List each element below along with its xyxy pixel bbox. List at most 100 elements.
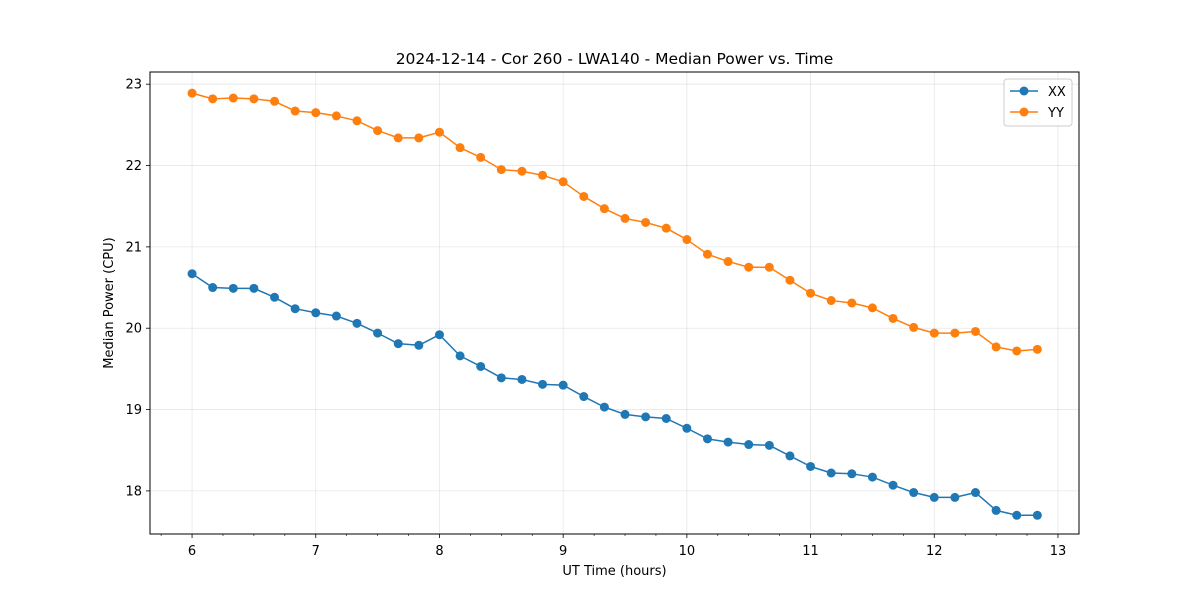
data-point-xx [785, 451, 795, 461]
data-point-xx [228, 283, 238, 293]
data-point-yy [847, 298, 857, 308]
data-point-xx [682, 423, 692, 433]
data-point-xx [455, 351, 465, 361]
data-point-xx [599, 402, 609, 412]
data-point-xx [270, 292, 280, 302]
data-point-xx [311, 308, 321, 318]
data-point-yy [476, 152, 486, 162]
data-point-yy [950, 328, 960, 338]
y-tick-label: 19 [125, 403, 142, 418]
data-point-yy [1032, 344, 1042, 354]
data-point-xx [991, 505, 1001, 515]
data-point-yy [228, 93, 238, 103]
data-point-yy [290, 106, 300, 116]
data-point-xx [373, 328, 383, 338]
data-point-yy [723, 257, 733, 267]
data-point-xx [290, 304, 300, 314]
data-point-xx [496, 373, 506, 383]
data-point-yy [311, 108, 321, 118]
data-point-xx [331, 311, 341, 321]
data-point-yy [331, 111, 341, 121]
plot-frame [149, 71, 1080, 535]
data-point-yy [806, 288, 816, 298]
data-point-yy [764, 262, 774, 272]
data-point-xx [579, 392, 589, 402]
data-point-yy [558, 177, 568, 187]
data-point-yy [373, 126, 383, 136]
data-point-xx [888, 480, 898, 490]
y-tick-label: 23 [125, 78, 142, 93]
legend-entry-yy: YY [1010, 106, 1064, 121]
data-point-yy [888, 313, 898, 323]
data-point-xx [1012, 510, 1022, 520]
data-point-xx [764, 440, 774, 450]
data-point-xx [826, 468, 836, 478]
x-tick-label: 12 [926, 544, 943, 559]
data-point-yy [187, 88, 197, 98]
data-point-xx [806, 461, 816, 471]
y-axis-label: Median Power (CPU) [102, 237, 117, 368]
data-point-yy [682, 235, 692, 245]
y-tick-label: 21 [125, 240, 142, 255]
data-point-yy [270, 96, 280, 106]
data-point-xx [558, 380, 568, 390]
data-point-xx [187, 269, 197, 279]
data-point-xx [744, 440, 754, 450]
data-point-xx [208, 283, 218, 293]
data-point-yy [929, 328, 939, 338]
data-point-yy [208, 94, 218, 104]
x-tick-label: 11 [802, 544, 819, 559]
data-point-yy [517, 166, 527, 176]
legend: XX YY [1003, 78, 1073, 127]
data-point-xx [909, 488, 919, 498]
data-point-yy [1012, 346, 1022, 356]
data-point-yy [702, 249, 712, 259]
data-point-xx [1032, 510, 1042, 520]
data-point-xx [847, 469, 857, 479]
data-point-yy [991, 342, 1001, 352]
data-point-xx [517, 374, 527, 384]
data-point-yy [249, 94, 259, 104]
data-point-yy [434, 127, 444, 137]
legend-marker-yy [1019, 107, 1029, 117]
data-point-xx [414, 340, 424, 350]
grid-lines [150, 72, 1079, 534]
data-point-xx [867, 472, 877, 482]
data-point-yy [826, 296, 836, 306]
data-point-yy [393, 133, 403, 143]
y-tick-label: 20 [125, 322, 142, 337]
axes: 6 7 8 9 10 11 12 13 18 19 20 21 22 23 [125, 78, 1066, 559]
data-point-yy [579, 191, 589, 201]
data-point-xx [249, 283, 259, 293]
data-point-yy [785, 275, 795, 285]
data-point-yy [970, 326, 980, 336]
legend-entry-xx: XX [1010, 85, 1066, 100]
data-point-xx [702, 434, 712, 444]
legend-label-yy: YY [1047, 106, 1064, 121]
data-point-xx [352, 318, 362, 328]
data-point-xx [929, 492, 939, 502]
x-tick-label: 8 [435, 544, 443, 559]
legend-marker-xx [1019, 86, 1029, 96]
data-point-xx [476, 361, 486, 371]
data-point-yy [661, 223, 671, 233]
data-point-yy [599, 204, 609, 214]
data-point-xx [661, 414, 671, 423]
data-point-yy [641, 217, 651, 227]
series-layer [187, 88, 1042, 520]
x-axis-label: UT Time (hours) [562, 564, 666, 579]
data-point-xx [620, 409, 630, 419]
data-point-yy [909, 322, 919, 332]
chart-title: 2024-12-14 - Cor 260 - LWA140 - Median P… [396, 50, 834, 68]
x-tick-label: 9 [559, 544, 567, 559]
data-point-yy [496, 165, 506, 175]
y-tick-label: 18 [125, 484, 142, 499]
data-point-yy [455, 143, 465, 153]
data-point-yy [414, 133, 424, 143]
data-point-xx [723, 437, 733, 447]
x-tick-label: 7 [312, 544, 320, 559]
data-point-yy [538, 170, 548, 180]
